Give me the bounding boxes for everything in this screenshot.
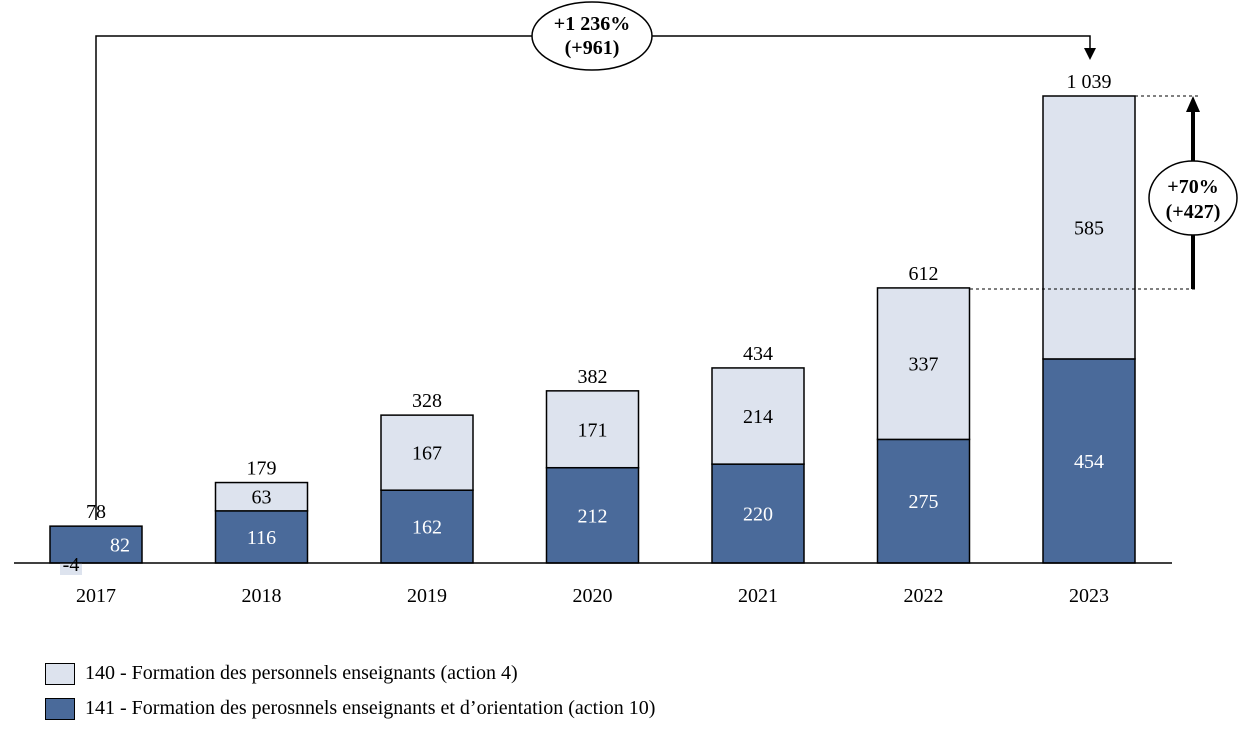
bar-140-2020 (545, 390, 640, 469)
stacked-bar-chart: -482782017631161792018167162328201917121… (14, 1, 1238, 607)
total-label-2021: 434 (743, 343, 773, 365)
x-tick-2019: 2019 (407, 585, 447, 607)
growth-last-delta: (+427) (1166, 201, 1221, 223)
bar-140-2022 (876, 287, 971, 441)
bars-layer (49, 95, 1136, 575)
x-tick-2021: 2021 (738, 585, 778, 607)
x-tick-2023: 2023 (1069, 585, 1109, 607)
growth-total-arrowhead (1084, 48, 1096, 60)
legend-item-141: 141 - Formation des perosnnels enseignan… (45, 697, 655, 720)
label-140-2019: 167 (412, 443, 442, 465)
bar-141-2019 (380, 489, 474, 564)
label-141-2017: 82 (110, 535, 130, 557)
legend-label-141: 141 - Formation des perosnnels enseignan… (85, 697, 656, 719)
total-label-2023: 1 039 (1067, 71, 1112, 93)
total-label-2020: 382 (578, 366, 608, 388)
growth-total-percent: +1 236% (554, 13, 630, 35)
label-141-2020: 212 (578, 505, 608, 527)
label-141-2023: 454 (1074, 451, 1104, 473)
label-141-2021: 220 (743, 504, 773, 526)
x-tick-2022: 2022 (904, 585, 944, 607)
x-tick-2020: 2020 (573, 585, 613, 607)
legend-item-140: 140 - Formation des personnels enseignan… (45, 662, 518, 685)
bar-141-2020 (545, 466, 640, 564)
growth-last-bubble (1148, 160, 1238, 236)
bar-140-2021 (711, 367, 805, 465)
growth-last-percent: +70% (1167, 176, 1218, 198)
growth-total-annotation: +1 236% (+961) (95, 1, 1096, 520)
labels-layer: -482782017631161792018167162328201917121… (63, 71, 1112, 607)
bar-141-2017 (49, 525, 143, 564)
label-140-2021: 214 (743, 406, 773, 428)
bar-140-2023 (1042, 95, 1136, 360)
growth-last-annotation: +70% (+427) (970, 95, 1238, 290)
growth-total-bubble (531, 1, 653, 71)
label-141-2018: 116 (247, 527, 276, 549)
bar-140-2019 (380, 414, 474, 491)
label-140-2023: 585 (1074, 217, 1104, 239)
x-tick-2018: 2018 (242, 585, 282, 607)
x-tick-2017: 2017 (76, 585, 116, 607)
bar-141-2023 (1042, 358, 1136, 564)
label-140-2018: 63 (252, 487, 272, 509)
legend-label-140: 140 - Formation des personnels enseignan… (85, 662, 518, 684)
label-141-2022: 275 (909, 491, 939, 513)
legend-swatch-140 (45, 662, 75, 685)
growth-total-delta: (+961) (565, 37, 620, 59)
label-140-2022: 337 (909, 354, 939, 376)
label-141-2019: 162 (412, 517, 442, 539)
bar-140-2017 (60, 563, 82, 575)
label-140-2020: 171 (578, 419, 608, 441)
total-label-2022: 612 (909, 263, 939, 285)
legend-swatch-141 (45, 697, 75, 720)
bar-141-2021 (711, 463, 805, 564)
label-140-2017: -4 (63, 554, 80, 576)
growth-last-arrowhead (1186, 96, 1200, 112)
total-label-2018: 179 (247, 458, 277, 480)
total-label-2019: 328 (412, 390, 442, 412)
bar-140-2018 (214, 481, 309, 512)
